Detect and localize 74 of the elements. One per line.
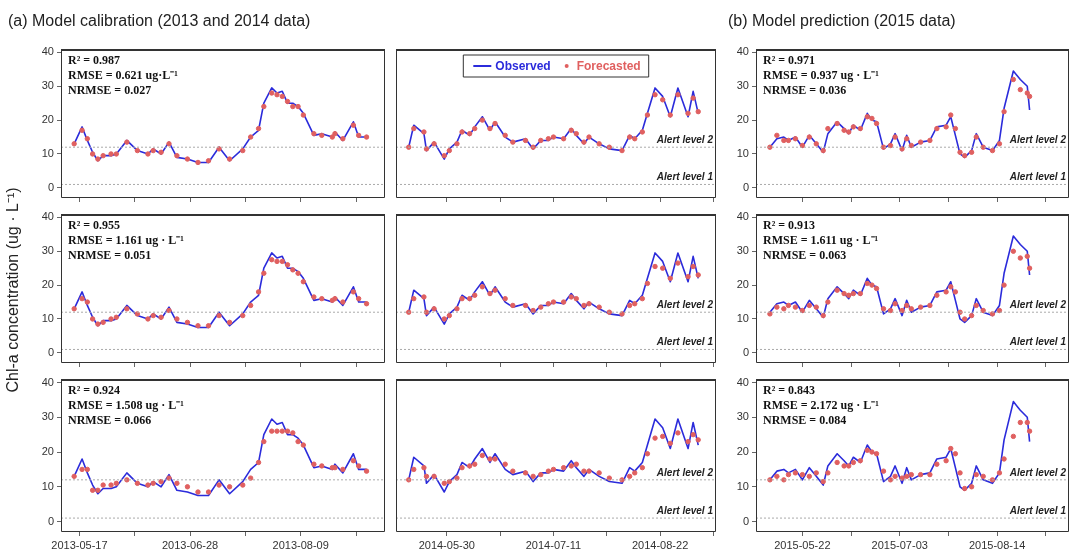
y-tick-label: 0 <box>47 514 54 527</box>
y-tick-label: 30 <box>736 79 749 92</box>
annotation: RMSE = 1.161 ug · L⁻¹ <box>68 233 185 248</box>
y-axis-title: Chl-a concentration (ug · L⁻¹) <box>3 187 22 393</box>
ref-line-label: Alert level 1 <box>655 504 714 516</box>
ref-line-label: Alert level 1 <box>1008 336 1067 348</box>
x-tick-label: 2014-08-22 <box>631 538 689 551</box>
y-tick-label: 0 <box>742 180 749 193</box>
y-tick-label: 10 <box>41 479 54 492</box>
y-tick-label: 30 <box>41 410 54 423</box>
x-tick-label: 2015-08-14 <box>968 538 1026 551</box>
y-tick-label: 20 <box>41 445 54 458</box>
y-tick-label: 20 <box>41 113 54 126</box>
y-tick-label: 20 <box>41 278 54 291</box>
y-tick-label: 0 <box>47 180 54 193</box>
annotation: RMSE = 0.937 ug · L⁻¹ <box>763 68 880 83</box>
ref-line-label: Alert level 2 <box>1008 133 1067 145</box>
annotation: R² = 0.971 <box>763 53 816 68</box>
y-tick-label: 30 <box>736 244 749 257</box>
y-tick-label: 40 <box>736 210 749 223</box>
x-tick-label: 2015-07-03 <box>871 538 928 551</box>
ref-line-label: Alert level 1 <box>1008 171 1067 183</box>
annotation: R² = 0.955 <box>68 218 121 233</box>
annotation: RMSE = 1.508 ug · L⁻¹ <box>68 398 185 413</box>
annotation: R² = 0.987 <box>68 53 121 68</box>
y-tick-label: 40 <box>41 375 54 388</box>
annotation: NRMSE = 0.063 <box>763 248 847 263</box>
annotation: RMSE = 2.172 ug · L⁻¹ <box>763 398 880 413</box>
y-tick-label: 30 <box>41 79 54 92</box>
annotation: NRMSE = 0.051 <box>68 248 152 263</box>
annotation: RMSE = 1.611 ug · L⁻¹ <box>763 233 879 248</box>
y-tick-label: 10 <box>736 312 749 325</box>
y-tick-label: 10 <box>41 147 54 160</box>
ref-line-label: Alert level 1 <box>655 336 714 348</box>
y-tick-label: 10 <box>41 312 54 325</box>
x-tick-label: 2014-07-11 <box>525 538 582 551</box>
x-tick-label: 2014-05-30 <box>418 538 475 551</box>
ref-line-label: Alert level 2 <box>655 133 714 145</box>
y-tick-label: 40 <box>736 45 749 58</box>
annotation: NRMSE = 0.027 <box>68 83 152 98</box>
x-tick-label: 2015-05-22 <box>774 538 831 551</box>
legend-label: Observed <box>495 59 551 74</box>
annotation: NRMSE = 0.036 <box>763 83 847 98</box>
y-tick-label: 20 <box>736 113 749 126</box>
text: Forecasted <box>576 59 641 74</box>
y-tick-label: 40 <box>41 210 54 223</box>
y-tick-label: 30 <box>736 410 749 423</box>
y-tick-label: 0 <box>742 345 749 358</box>
y-tick-label: 30 <box>41 244 54 257</box>
chart-title: (b) Model prediction (2015 data) <box>728 12 956 30</box>
y-tick-label: 0 <box>742 514 749 527</box>
annotation: R² = 0.913 <box>763 218 816 233</box>
ref-line-label: Alert level 1 <box>655 171 714 183</box>
y-tick-label: 10 <box>736 479 749 492</box>
ref-line-label: Alert level 2 <box>655 298 714 310</box>
x-tick-label: 2013-05-17 <box>51 538 108 551</box>
x-tick-label: 2013-08-09 <box>272 538 329 551</box>
y-tick-label: 0 <box>47 345 54 358</box>
y-tick-label: 40 <box>41 45 54 58</box>
x-tick-label: 2013-06-28 <box>161 538 219 551</box>
ref-line-label: Alert level 1 <box>1008 504 1067 516</box>
ref-line-label: Alert level 2 <box>1008 466 1067 478</box>
y-tick-label: 40 <box>736 375 749 388</box>
annotation: NRMSE = 0.066 <box>68 413 152 428</box>
y-tick-label: 20 <box>736 445 749 458</box>
annotation: NRMSE = 0.084 <box>763 413 847 428</box>
ref-line-label: Alert level 2 <box>1008 298 1067 310</box>
annotation: R² = 0.924 <box>68 383 121 398</box>
annotation: RMSE = 0.621 ug·L⁻¹ <box>68 68 179 83</box>
ref-line-label: Alert level 2 <box>655 466 714 478</box>
y-tick-label: 20 <box>736 278 749 291</box>
chart-title: (a) Model calibration (2013 and 2014 data) <box>8 12 311 30</box>
y-tick-label: 10 <box>736 147 749 160</box>
annotation: R² = 0.843 <box>763 383 816 398</box>
